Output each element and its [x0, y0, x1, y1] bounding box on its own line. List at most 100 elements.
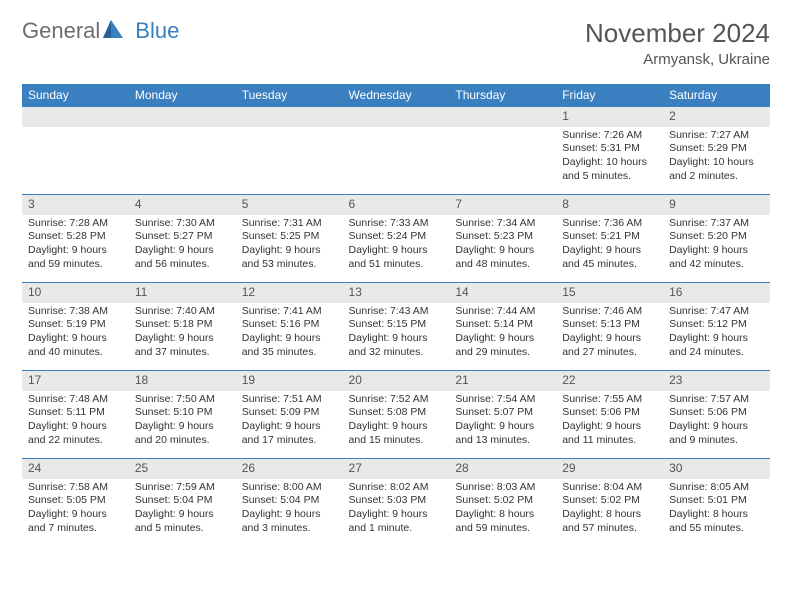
day-sunset: Sunset: 5:04 PM	[135, 494, 230, 508]
day-sunrise: Sunrise: 7:34 AM	[455, 217, 550, 231]
day-daylight1: Daylight: 9 hours	[562, 244, 657, 258]
day-details: Sunrise: 7:44 AMSunset: 5:14 PMDaylight:…	[449, 303, 556, 364]
calendar-cell: 10Sunrise: 7:38 AMSunset: 5:19 PMDayligh…	[22, 283, 129, 371]
day-sunrise: Sunrise: 7:58 AM	[28, 481, 123, 495]
logo-sail-icon	[103, 18, 123, 44]
day-daylight2: and 1 minute.	[349, 522, 444, 536]
day-details: Sunrise: 7:38 AMSunset: 5:19 PMDaylight:…	[22, 303, 129, 364]
day-sunrise: Sunrise: 7:27 AM	[669, 129, 764, 143]
calendar-cell	[236, 107, 343, 195]
calendar-row: 17Sunrise: 7:48 AMSunset: 5:11 PMDayligh…	[22, 371, 770, 459]
day-sunrise: Sunrise: 7:48 AM	[28, 393, 123, 407]
day-details: Sunrise: 7:55 AMSunset: 5:06 PMDaylight:…	[556, 391, 663, 452]
day-sunrise: Sunrise: 7:28 AM	[28, 217, 123, 231]
day-sunset: Sunset: 5:18 PM	[135, 318, 230, 332]
day-sunrise: Sunrise: 7:47 AM	[669, 305, 764, 319]
day-daylight1: Daylight: 8 hours	[455, 508, 550, 522]
calendar-cell: 4Sunrise: 7:30 AMSunset: 5:27 PMDaylight…	[129, 195, 236, 283]
header: General Blue November 2024 Armyansk, Ukr…	[22, 18, 770, 68]
weekday-header: Saturday	[663, 84, 770, 107]
day-daylight1: Daylight: 9 hours	[349, 244, 444, 258]
day-daylight1: Daylight: 9 hours	[135, 420, 230, 434]
day-daylight2: and 13 minutes.	[455, 434, 550, 448]
empty-day-bar	[449, 107, 556, 127]
day-details: Sunrise: 7:37 AMSunset: 5:20 PMDaylight:…	[663, 215, 770, 276]
calendar-row: 10Sunrise: 7:38 AMSunset: 5:19 PMDayligh…	[22, 283, 770, 371]
day-sunset: Sunset: 5:06 PM	[562, 406, 657, 420]
day-sunrise: Sunrise: 7:26 AM	[562, 129, 657, 143]
day-details: Sunrise: 7:30 AMSunset: 5:27 PMDaylight:…	[129, 215, 236, 276]
day-number: 22	[556, 371, 663, 391]
day-daylight2: and 24 minutes.	[669, 346, 764, 360]
day-daylight2: and 7 minutes.	[28, 522, 123, 536]
title-block: November 2024 Armyansk, Ukraine	[585, 18, 770, 68]
calendar-cell: 26Sunrise: 8:00 AMSunset: 5:04 PMDayligh…	[236, 459, 343, 547]
day-daylight2: and 42 minutes.	[669, 258, 764, 272]
calendar-cell: 15Sunrise: 7:46 AMSunset: 5:13 PMDayligh…	[556, 283, 663, 371]
day-daylight1: Daylight: 10 hours	[562, 156, 657, 170]
day-number: 17	[22, 371, 129, 391]
day-daylight1: Daylight: 9 hours	[349, 332, 444, 346]
day-daylight1: Daylight: 9 hours	[669, 420, 764, 434]
day-number: 29	[556, 459, 663, 479]
day-number: 25	[129, 459, 236, 479]
calendar-cell: 12Sunrise: 7:41 AMSunset: 5:16 PMDayligh…	[236, 283, 343, 371]
weekday-header: Sunday	[22, 84, 129, 107]
day-details: Sunrise: 7:41 AMSunset: 5:16 PMDaylight:…	[236, 303, 343, 364]
day-sunrise: Sunrise: 8:04 AM	[562, 481, 657, 495]
day-sunset: Sunset: 5:25 PM	[242, 230, 337, 244]
calendar-cell	[343, 107, 450, 195]
day-details: Sunrise: 7:36 AMSunset: 5:21 PMDaylight:…	[556, 215, 663, 276]
day-number: 8	[556, 195, 663, 215]
day-sunrise: Sunrise: 8:00 AM	[242, 481, 337, 495]
day-daylight1: Daylight: 9 hours	[349, 508, 444, 522]
empty-day-bar	[343, 107, 450, 127]
day-number: 6	[343, 195, 450, 215]
day-sunset: Sunset: 5:23 PM	[455, 230, 550, 244]
day-sunrise: Sunrise: 7:33 AM	[349, 217, 444, 231]
weekday-header-row: Sunday Monday Tuesday Wednesday Thursday…	[22, 84, 770, 107]
day-daylight1: Daylight: 9 hours	[28, 420, 123, 434]
day-details: Sunrise: 8:02 AMSunset: 5:03 PMDaylight:…	[343, 479, 450, 540]
calendar-cell	[449, 107, 556, 195]
day-details: Sunrise: 8:00 AMSunset: 5:04 PMDaylight:…	[236, 479, 343, 540]
day-sunset: Sunset: 5:02 PM	[455, 494, 550, 508]
day-daylight2: and 17 minutes.	[242, 434, 337, 448]
day-daylight2: and 32 minutes.	[349, 346, 444, 360]
day-daylight2: and 20 minutes.	[135, 434, 230, 448]
day-daylight2: and 9 minutes.	[669, 434, 764, 448]
day-number: 14	[449, 283, 556, 303]
day-sunrise: Sunrise: 7:57 AM	[669, 393, 764, 407]
day-daylight2: and 29 minutes.	[455, 346, 550, 360]
calendar-cell	[129, 107, 236, 195]
day-sunrise: Sunrise: 8:02 AM	[349, 481, 444, 495]
day-sunrise: Sunrise: 7:50 AM	[135, 393, 230, 407]
calendar-row: 3Sunrise: 7:28 AMSunset: 5:28 PMDaylight…	[22, 195, 770, 283]
day-number: 7	[449, 195, 556, 215]
day-daylight1: Daylight: 9 hours	[455, 420, 550, 434]
day-number: 20	[343, 371, 450, 391]
day-daylight1: Daylight: 9 hours	[562, 420, 657, 434]
day-sunset: Sunset: 5:31 PM	[562, 142, 657, 156]
day-number: 5	[236, 195, 343, 215]
day-sunset: Sunset: 5:15 PM	[349, 318, 444, 332]
day-sunset: Sunset: 5:05 PM	[28, 494, 123, 508]
day-details: Sunrise: 7:26 AMSunset: 5:31 PMDaylight:…	[556, 127, 663, 188]
day-number: 13	[343, 283, 450, 303]
brand-logo: General Blue	[22, 18, 179, 44]
day-details: Sunrise: 7:51 AMSunset: 5:09 PMDaylight:…	[236, 391, 343, 452]
day-daylight1: Daylight: 9 hours	[455, 332, 550, 346]
calendar-cell: 5Sunrise: 7:31 AMSunset: 5:25 PMDaylight…	[236, 195, 343, 283]
day-details: Sunrise: 7:50 AMSunset: 5:10 PMDaylight:…	[129, 391, 236, 452]
calendar-cell: 7Sunrise: 7:34 AMSunset: 5:23 PMDaylight…	[449, 195, 556, 283]
day-daylight2: and 57 minutes.	[562, 522, 657, 536]
day-sunset: Sunset: 5:28 PM	[28, 230, 123, 244]
calendar-cell: 11Sunrise: 7:40 AMSunset: 5:18 PMDayligh…	[129, 283, 236, 371]
day-number: 18	[129, 371, 236, 391]
calendar-row: 1Sunrise: 7:26 AMSunset: 5:31 PMDaylight…	[22, 107, 770, 195]
day-sunrise: Sunrise: 7:54 AM	[455, 393, 550, 407]
day-sunset: Sunset: 5:16 PM	[242, 318, 337, 332]
calendar-cell	[22, 107, 129, 195]
day-daylight1: Daylight: 8 hours	[562, 508, 657, 522]
day-number: 11	[129, 283, 236, 303]
